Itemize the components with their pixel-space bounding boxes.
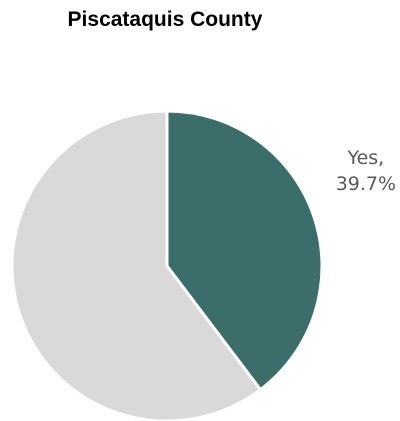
pie-labels: Yes, 39.7% bbox=[336, 147, 396, 195]
slice-label-yes: Yes, bbox=[347, 147, 385, 169]
pie-slice-no bbox=[10, 109, 262, 421]
slice-value-yes: 39.7% bbox=[336, 173, 396, 195]
pie-slices bbox=[10, 109, 324, 421]
chart-title: Piscataquis County bbox=[67, 8, 263, 31]
pie-slice-yes bbox=[165, 109, 324, 392]
